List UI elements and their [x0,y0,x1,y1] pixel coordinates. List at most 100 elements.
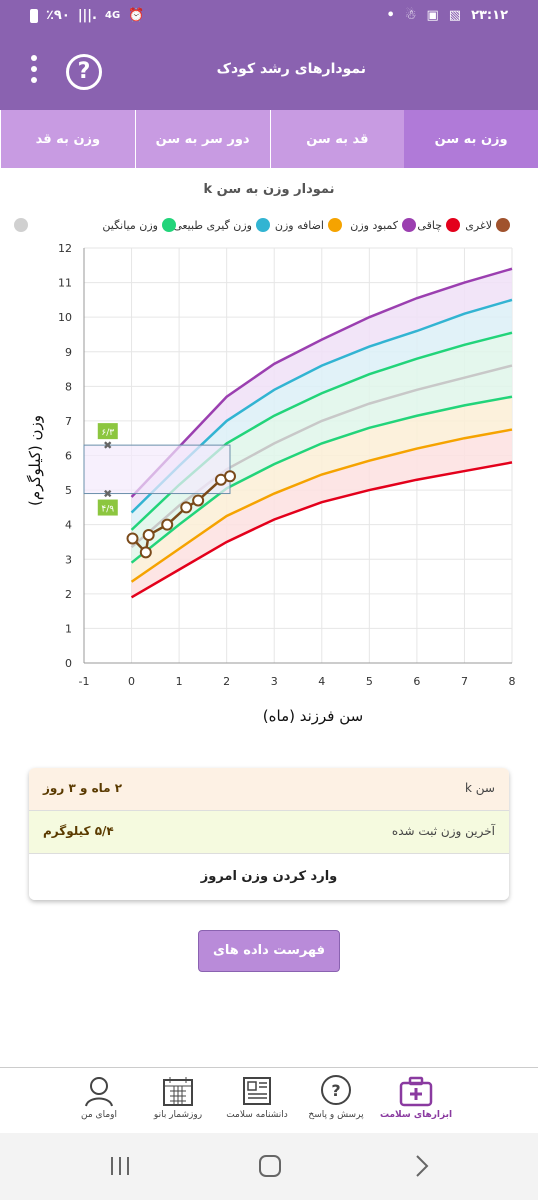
y-tick-label: 4 [65,519,72,532]
y-tick-label: 3 [65,553,72,566]
tab-weight-for-height[interactable]: وزن به قد [0,110,135,168]
legend-dot [446,218,460,232]
series-line [130,267,513,498]
enter-today-weight-button[interactable]: وارد کردن وزن امروز [29,854,509,900]
y-tick-label: 10 [58,311,72,324]
range-value-badge [97,423,118,440]
chart-tabs: وزن به سن قد به سن دور سر به سن وزن به ق… [0,110,538,168]
legend-label: وزن گیری طبیعی [173,218,252,232]
nav-encyclopedia[interactable]: دانشنامه سلامت [217,1074,297,1120]
age-value: ۲ ماه و ۳ روز [43,781,123,795]
y-tick-label: 7 [65,415,72,428]
x-tick-label: 1 [176,675,183,688]
chart-title: نمودار وزن به سن k [203,182,335,197]
series-line [130,428,513,583]
x-tick-label: 7 [461,675,468,688]
last-weight-value: ۵/۴ کیلوگرم [43,824,114,838]
legend-dot [496,218,510,232]
legend-item-thinness[interactable]: لاغری [465,218,510,232]
home-icon[interactable] [258,1153,282,1179]
network-type: 4G [105,10,121,21]
nav-label: پرسش و پاسخ [308,1110,364,1120]
y-tick-label: 6 [65,450,72,463]
help-button[interactable]: ? [66,54,102,90]
calendar-icon [163,1077,193,1106]
newspaper-icon [243,1077,271,1105]
range-value-label: ۶/۳ [101,428,114,438]
nav-health-tools[interactable]: ابزارهای سلامت [376,1074,456,1120]
chart-legend: لاغری چاقی کمبود وزن اضافه وزن وزن گیری … [0,218,538,238]
status-right: • ☃ ▣ ▧ ۲۳:۱۲ [387,8,509,23]
page-title: نمودارهای رشد کودک [216,61,366,77]
battery-icon [30,8,38,23]
back-chevron-icon[interactable] [410,1153,434,1179]
weight-data-list-button[interactable]: فهرست داده های وزن K [198,930,340,998]
legend-item-average-weight[interactable]: وزن میانگین [102,218,176,232]
svg-text:?: ? [331,1081,340,1100]
x-tick-label: 2 [223,675,230,688]
legend-item-normal-gain[interactable]: وزن گیری طبیعی [173,218,270,232]
x-tick-label: 8 [509,675,516,688]
measurement-point [180,501,193,514]
measurement-point [139,546,152,559]
legend-item-obesity[interactable]: چاقی [417,218,460,232]
tab-weight-for-age[interactable]: وزن به سن [404,110,538,168]
y-tick-label: 9 [65,346,72,359]
legend-label: چاقی [417,218,442,232]
y-tick-label: 5 [65,484,72,497]
voicemail-icon: ▣ [426,8,439,23]
nav-label: دانشنامه سلامت [226,1110,288,1120]
range-value-label: ۴/۹ [101,505,114,515]
nav-questions[interactable]: ? پرسش و پاسخ [296,1074,376,1120]
y-tick-label: 11 [58,277,72,290]
y-tick-label: 0 [65,657,72,670]
legend-label: اضافه وزن [274,218,324,232]
recent-apps-icon[interactable] [108,1153,132,1179]
app-header: ? نمودارهای رشد کودک [0,34,538,110]
x-tick-label: 0 [128,675,135,688]
y-tick-label: 12 [58,242,72,255]
nav-profile[interactable]: اومای من [59,1074,139,1120]
system-navigation [0,1133,538,1200]
y-tick-label: 1 [65,622,72,635]
chart-band [131,396,513,582]
x-tick-label: 3 [271,675,278,688]
x-axis-title: سن فرزند (ماه) [263,707,363,725]
x-tick-label: -1 [79,675,90,688]
legend-item-overweight[interactable]: اضافه وزن [275,218,342,232]
question-chat-icon: ? [321,1075,351,1105]
weight-range-box [83,444,231,495]
bottom-navigation: ابزارهای سلامت ? پرسش و پاسخ دانشنامه سل… [0,1067,538,1133]
chart-band [131,429,513,598]
medical-kit-icon [399,1076,433,1107]
legend-item-extra[interactable] [14,218,28,232]
last-weight-row: آخرین وزن ثبت شده ۵/۴ کیلوگرم [29,811,509,854]
more-vertical-icon[interactable] [28,55,40,91]
measurement-point [126,532,139,545]
tab-head-circumference-for-age[interactable]: دور سر به سن [134,110,270,168]
age-label: سن k [465,781,495,795]
legend-item-underweight[interactable]: کمبود وزن [350,218,416,232]
legend-dot [162,218,176,232]
measurement-point [192,494,205,507]
tab-height-for-age[interactable]: قد به سن [269,110,405,168]
last-weight-label: آخرین وزن ثبت شده [391,824,495,838]
legend-dot [256,218,270,232]
app-notification-icon: ☃ [404,8,417,23]
y-tick-label: 8 [65,380,72,393]
series-line [130,461,513,599]
age-row: سن k ۲ ماه و ۳ روز [29,768,509,811]
legend-label: لاغری [465,218,492,232]
measurement-point [161,518,174,531]
nav-label: اومای من [81,1110,117,1120]
y-tick-label: 2 [65,588,72,601]
user-avatar-icon [85,1077,113,1107]
chart-band [131,332,513,548]
range-marker: ✖ [103,488,112,501]
signal-icon: |||. [77,8,97,23]
legend-label: وزن میانگین [102,218,158,232]
image-icon: ▧ [448,8,462,23]
measurement-point [142,529,155,542]
nav-calendar[interactable]: روزشمار بانو [138,1074,218,1120]
battery-level: ٪۹۰ [46,8,70,23]
